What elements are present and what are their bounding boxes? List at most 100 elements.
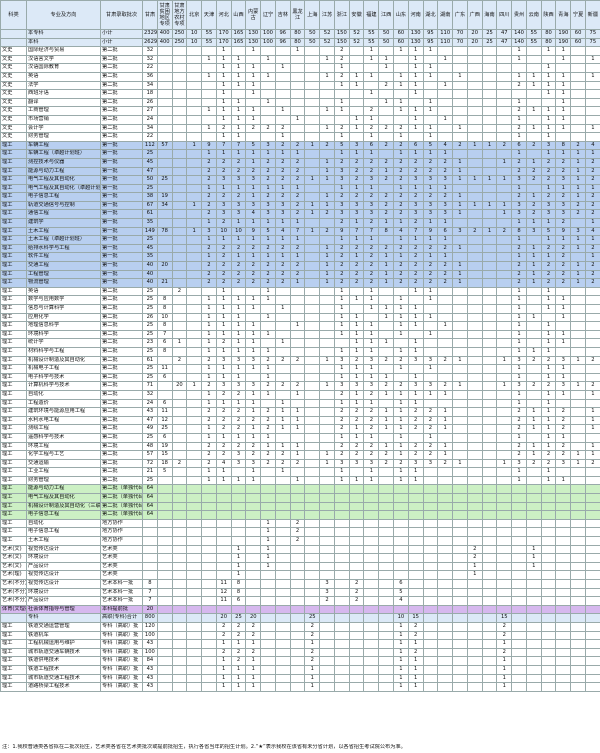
quota-cell: 3 <box>215 381 232 391</box>
table-row: 理工 铁道工程技术 专科（高职）批 43 1 1 1 1 1 1 1 <box>0 664 600 675</box>
quota-cell: 24 <box>142 398 158 409</box>
quota-cell <box>525 97 542 108</box>
quota-cell <box>466 346 483 357</box>
quota-cell <box>289 621 306 632</box>
quota-cell <box>437 536 454 546</box>
quota-cell: 2 <box>230 424 247 434</box>
quota-cell <box>422 510 439 520</box>
table-row: 理工 信息与计算科学 第二批 25 8 1 1 1 1 1 1 1 1 1 1 1 1 1 <box>0 304 600 314</box>
quota-cell: 1 <box>511 132 527 142</box>
quota-cell: 2 <box>215 261 232 271</box>
quota-cell <box>186 424 203 434</box>
quota-cell <box>437 71 454 82</box>
quota-cell: 1 <box>393 132 409 142</box>
quota-cell <box>437 682 454 692</box>
quota-cell <box>496 346 513 357</box>
quota-cell: 1 <box>230 114 247 125</box>
quota-cell <box>437 570 454 580</box>
category-cell: 理工 <box>0 295 27 305</box>
quota-cell: 1 <box>333 132 350 142</box>
quota-cell: 2 <box>407 424 424 434</box>
quota-cell: 64 <box>142 484 158 495</box>
quota-cell: 25 <box>230 613 247 623</box>
quota-cell: 2 <box>274 381 291 391</box>
quota-cell: 2 <box>437 269 454 280</box>
quota-cell <box>584 587 600 598</box>
quota-cell <box>437 656 454 666</box>
quota-cell: 1 <box>215 673 232 684</box>
quota-cell <box>584 656 600 666</box>
quota-cell <box>525 338 542 348</box>
quota-cell <box>186 510 203 520</box>
quota-cell <box>186 493 203 503</box>
quota-cell <box>422 536 439 546</box>
column-header: 专业及方向 <box>26 0 101 30</box>
quota-cell: 2 <box>260 355 276 366</box>
quota-cell <box>304 493 321 503</box>
quota-cell <box>525 596 542 606</box>
quota-cell <box>466 243 483 254</box>
quota-cell <box>570 484 586 495</box>
quota-cell: 2 <box>422 243 439 254</box>
quota-cell: 1 <box>452 243 468 254</box>
quota-cell <box>363 493 380 503</box>
quota-cell <box>363 518 380 529</box>
quota-cell: 1 <box>540 46 557 56</box>
quota-cell <box>452 424 468 434</box>
quota-cell <box>393 518 409 529</box>
quota-cell: 150 <box>333 29 350 39</box>
quota-cell: 2 <box>201 458 217 469</box>
quota-cell <box>171 149 188 159</box>
quota-cell: 1 <box>407 71 424 82</box>
category-cell: 理工 <box>0 621 27 632</box>
quota-cell: 1 <box>319 450 335 460</box>
quota-cell <box>496 510 513 520</box>
quota-cell <box>289 467 306 477</box>
quota-cell: 1 <box>245 157 262 168</box>
quota-cell: 2 <box>215 630 232 641</box>
quota-cell <box>363 647 380 658</box>
quota-cell: 1 <box>525 553 542 563</box>
quota-cell <box>584 621 600 632</box>
quota-cell <box>186 123 203 134</box>
quota-cell <box>407 295 424 305</box>
quota-cell <box>422 647 439 658</box>
quota-cell: 1 <box>452 71 468 82</box>
quota-cell <box>481 604 498 615</box>
quota-cell <box>570 398 586 409</box>
quota-cell <box>584 475 600 486</box>
quota-cell: 2 <box>525 140 542 151</box>
batch-cell: 第一批 <box>100 200 143 211</box>
quota-cell: 1 <box>393 673 409 684</box>
quota-cell <box>378 536 395 546</box>
quota-cell <box>156 544 173 555</box>
quota-cell <box>496 123 513 134</box>
quota-cell: 18 <box>142 89 158 99</box>
quota-cell <box>378 673 395 684</box>
quota-cell: 1 <box>393 312 409 323</box>
quota-cell <box>481 493 498 503</box>
quota-cell: 3 <box>245 175 262 185</box>
quota-cell <box>511 587 527 598</box>
quota-cell <box>496 536 513 546</box>
quota-cell: 1 <box>245 71 262 82</box>
quota-cell <box>555 561 572 572</box>
quota-cell: 2 <box>274 243 291 254</box>
quota-cell <box>304 527 321 538</box>
quota-cell: 64 <box>142 510 158 520</box>
quota-cell: 1 <box>274 106 291 116</box>
quota-cell <box>274 312 291 323</box>
quota-cell <box>348 132 365 142</box>
quota-cell: 2 <box>584 381 600 391</box>
quota-cell: 2 <box>348 166 365 177</box>
quota-cell: 2 <box>511 424 527 434</box>
quota-cell: 2 <box>363 218 380 228</box>
quota-cell: 1 <box>260 71 276 82</box>
quota-cell: 2 <box>201 192 217 202</box>
quota-cell <box>407 527 424 538</box>
quota-cell: 2 <box>201 407 217 417</box>
quota-cell: 1 <box>230 544 247 555</box>
quota-cell <box>260 304 276 314</box>
quota-cell <box>245 527 262 538</box>
